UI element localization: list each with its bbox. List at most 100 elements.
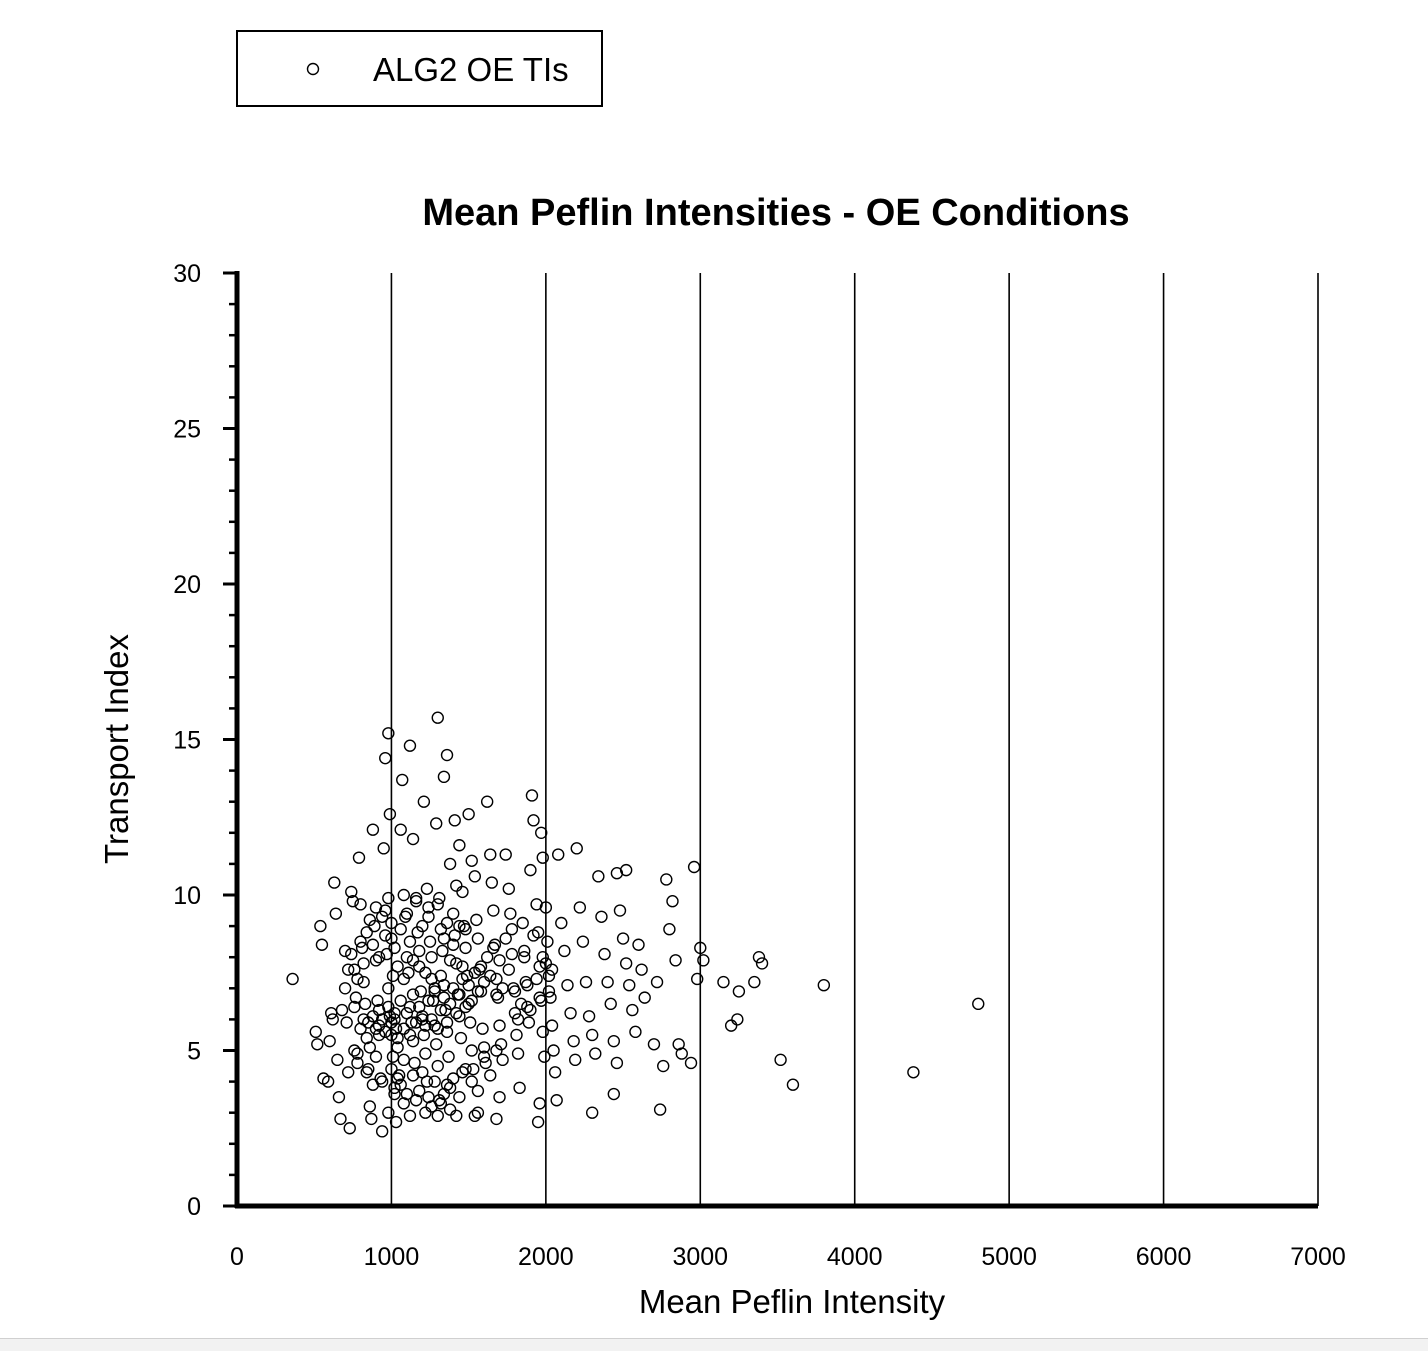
data-point bbox=[315, 938, 329, 951]
data-point bbox=[383, 807, 397, 821]
data-point bbox=[508, 985, 522, 998]
data-point bbox=[666, 895, 679, 908]
data-point bbox=[391, 1041, 404, 1054]
data-point bbox=[450, 879, 463, 892]
data-point bbox=[477, 1050, 491, 1063]
data-point bbox=[907, 1066, 920, 1079]
data-point bbox=[453, 1090, 466, 1104]
data-point bbox=[447, 982, 460, 995]
data-point bbox=[542, 985, 556, 998]
data-point bbox=[443, 997, 457, 1011]
data-point bbox=[388, 941, 401, 955]
data-point bbox=[352, 851, 366, 864]
data-point bbox=[334, 1112, 347, 1126]
data-point bbox=[493, 1019, 506, 1032]
data-point bbox=[419, 1106, 432, 1119]
data-point bbox=[354, 898, 367, 911]
data-point bbox=[425, 1013, 438, 1026]
window-bottom-edge bbox=[0, 1338, 1428, 1351]
data-point bbox=[471, 985, 485, 998]
data-point bbox=[493, 954, 506, 967]
data-point bbox=[369, 954, 383, 967]
data-point bbox=[372, 1028, 386, 1042]
data-point bbox=[360, 926, 373, 939]
x-tick-label: 4000 bbox=[827, 1243, 883, 1271]
data-point bbox=[576, 935, 590, 948]
data-point bbox=[480, 795, 494, 808]
data-point bbox=[416, 919, 429, 933]
data-point bbox=[972, 997, 985, 1011]
y-tick-label: 25 bbox=[173, 416, 201, 444]
data-point bbox=[493, 1090, 506, 1104]
data-point bbox=[629, 1025, 642, 1039]
data-point bbox=[380, 947, 393, 961]
data-point bbox=[385, 916, 398, 930]
data-point bbox=[525, 789, 539, 802]
data-point bbox=[434, 1003, 448, 1017]
data-point bbox=[567, 1034, 580, 1048]
data-point bbox=[589, 1047, 602, 1060]
data-point bbox=[311, 1038, 324, 1051]
data-point bbox=[653, 1103, 667, 1116]
data-point bbox=[363, 1041, 377, 1054]
data-point bbox=[550, 1094, 563, 1107]
data-point bbox=[431, 711, 444, 724]
data-point bbox=[521, 1000, 534, 1014]
data-point bbox=[357, 1013, 370, 1026]
chart-title: Mean Peflin Intensities - OE Conditions bbox=[422, 192, 1129, 234]
data-point bbox=[450, 1006, 463, 1020]
data-point bbox=[363, 913, 377, 927]
data-point bbox=[755, 957, 769, 970]
data-point bbox=[397, 1097, 410, 1110]
data-point bbox=[391, 1031, 404, 1045]
data-point bbox=[409, 895, 423, 908]
data-point bbox=[425, 1100, 438, 1113]
data-point bbox=[400, 907, 414, 920]
data-point bbox=[717, 975, 730, 989]
data-point bbox=[468, 870, 482, 883]
data-point bbox=[428, 1019, 441, 1032]
data-point bbox=[406, 988, 420, 1001]
data-point bbox=[447, 1072, 460, 1085]
data-point bbox=[511, 1013, 525, 1026]
data-point bbox=[522, 1016, 536, 1029]
vertical-gridlines bbox=[390, 273, 1319, 1206]
data-point bbox=[684, 1056, 698, 1070]
data-point bbox=[345, 885, 358, 899]
data-point bbox=[471, 1106, 485, 1119]
data-point bbox=[538, 1050, 551, 1063]
data-point bbox=[403, 935, 417, 948]
data-point bbox=[382, 1106, 395, 1119]
data-point bbox=[521, 978, 534, 992]
data-point bbox=[329, 907, 343, 920]
data-point bbox=[675, 1047, 688, 1060]
data-point bbox=[366, 938, 380, 951]
data-point bbox=[406, 1034, 420, 1048]
data-point bbox=[465, 854, 478, 867]
data-point bbox=[635, 963, 648, 976]
data-point bbox=[505, 947, 519, 961]
data-point bbox=[601, 975, 614, 989]
data-point bbox=[539, 957, 553, 970]
data-point bbox=[391, 960, 404, 973]
data-point bbox=[357, 975, 370, 989]
data-point bbox=[433, 891, 446, 905]
data-point bbox=[485, 876, 499, 889]
data-point bbox=[453, 839, 466, 852]
data-point bbox=[382, 891, 395, 905]
data-point bbox=[382, 982, 395, 995]
data-point bbox=[542, 969, 556, 983]
data-point bbox=[465, 1075, 478, 1088]
data-point bbox=[349, 991, 363, 1004]
data-point bbox=[402, 966, 415, 979]
x-tick-labels: 0 1000 2000 3000 4000 5000 6000 7000 bbox=[230, 1243, 1346, 1271]
data-point bbox=[585, 1106, 599, 1119]
data-point bbox=[400, 1006, 414, 1020]
data-point bbox=[409, 1094, 423, 1107]
data-point bbox=[531, 1115, 545, 1129]
data-point bbox=[358, 997, 372, 1011]
data-point bbox=[372, 951, 386, 964]
data-point bbox=[547, 1044, 560, 1057]
data-point bbox=[368, 919, 381, 933]
data-point bbox=[774, 1053, 787, 1067]
